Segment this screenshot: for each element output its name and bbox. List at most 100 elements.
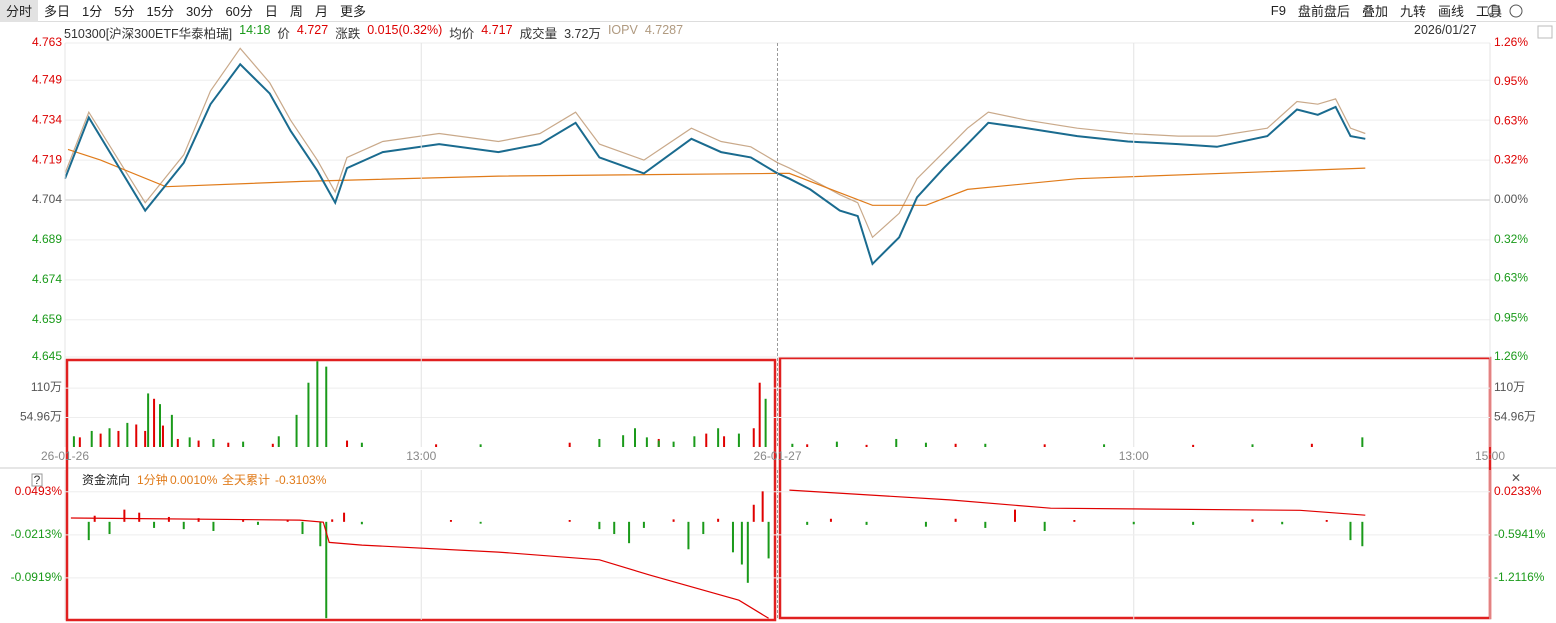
- tool-button[interactable]: 画线: [1437, 4, 1464, 19]
- bar: [924, 442, 927, 447]
- period-tab[interactable]: 5分: [114, 4, 135, 19]
- nav-icon[interactable]: [1509, 4, 1523, 18]
- bar: [435, 444, 438, 447]
- bar: [761, 491, 764, 522]
- iopv: 4.7287: [644, 23, 684, 37]
- tool-button[interactable]: 盘前盘后: [1297, 4, 1350, 19]
- bar: [1325, 520, 1328, 522]
- y-tick-label: 4.719: [32, 152, 62, 166]
- period-tab[interactable]: 月: [314, 4, 328, 19]
- bar: [176, 438, 179, 447]
- period-tab[interactable]: 周: [289, 4, 303, 19]
- bar: [672, 519, 675, 522]
- line: [70, 489, 1366, 619]
- tool-button[interactable]: F9: [1270, 3, 1286, 18]
- bar: [212, 438, 215, 447]
- y2-tick-label: 1.26%: [1494, 349, 1528, 363]
- y-tick-label-right: 110万: [1494, 380, 1525, 394]
- period-tab[interactable]: 日: [264, 4, 278, 19]
- bar: [1043, 521, 1046, 531]
- close-icon[interactable]: ✕: [1511, 471, 1521, 485]
- bar: [1192, 521, 1195, 525]
- bar: [764, 398, 767, 447]
- bar: [791, 443, 794, 447]
- period-tab[interactable]: 30分: [185, 4, 214, 19]
- tool-button[interactable]: 叠加: [1361, 4, 1388, 19]
- settings-icon[interactable]: [1487, 4, 1501, 18]
- period-tab[interactable]: 15分: [146, 4, 174, 19]
- bar: [672, 441, 675, 447]
- bar: [197, 518, 200, 522]
- line: [64, 47, 1366, 239]
- bar: [717, 518, 720, 522]
- period-tab[interactable]: 1分: [82, 4, 103, 19]
- bar: [346, 440, 349, 447]
- bar: [731, 521, 734, 553]
- bar: [1043, 444, 1046, 447]
- tool-button[interactable]: 九转: [1399, 4, 1426, 19]
- bar: [271, 443, 274, 447]
- period-tab[interactable]: 分时: [0, 0, 39, 22]
- bar: [1251, 519, 1254, 522]
- y2-tick-label: 0.00%: [1494, 192, 1528, 206]
- wp-icon[interactable]: [1537, 25, 1553, 39]
- bar: [687, 521, 690, 550]
- bar: [479, 444, 482, 447]
- tool-button[interactable]: 工具: [1475, 4, 1502, 19]
- period-tab[interactable]: 多日: [44, 4, 71, 19]
- bar: [212, 521, 215, 531]
- label: 均价: [449, 27, 475, 41]
- bar: [256, 521, 259, 525]
- bar: [188, 437, 191, 447]
- bar: [319, 521, 322, 547]
- bar: [806, 444, 809, 447]
- bar: [835, 441, 838, 447]
- code: 510300[沪深300ETF华泰柏瑞]: [64, 27, 233, 41]
- y-tick-label: -0.0919%: [11, 570, 63, 584]
- panel-title: 资金流向: [82, 472, 130, 487]
- bar: [984, 521, 987, 528]
- volume: 3.72万: [564, 27, 601, 41]
- bar: [865, 444, 868, 447]
- bar: [153, 521, 156, 528]
- line: [67, 148, 1366, 206]
- bar: [147, 393, 150, 447]
- period-tab[interactable]: 60分: [225, 4, 253, 19]
- bar: [343, 512, 346, 522]
- bar: [613, 521, 616, 535]
- bar: [108, 428, 111, 447]
- y2-tick-label: 0.63%: [1494, 271, 1528, 285]
- bar: [717, 428, 720, 447]
- help-icon[interactable]: [31, 473, 43, 487]
- period-tab[interactable]: 更多: [339, 4, 366, 19]
- toolbar-icons: [1487, 4, 1523, 18]
- avg: 4.717: [481, 23, 513, 37]
- y2-tick-label: -0.5941%: [1494, 527, 1546, 541]
- bar: [331, 519, 334, 522]
- bar: [360, 442, 363, 447]
- label: 价: [277, 27, 290, 41]
- bar: [227, 442, 230, 447]
- bar: [598, 438, 601, 447]
- bar: [242, 519, 245, 522]
- y2-tick-label: 0.0233%: [1494, 484, 1542, 498]
- change: 0.015(0.32%): [367, 23, 443, 37]
- bar: [87, 521, 90, 541]
- date: 2026/01/27: [1414, 23, 1477, 37]
- bar: [645, 437, 648, 447]
- y2-tick-label: 0.95%: [1494, 74, 1528, 88]
- y-tick-label: 4.704: [32, 192, 62, 206]
- highlight-box: [778, 356, 1492, 620]
- bar: [1310, 443, 1313, 447]
- bar: [153, 398, 156, 447]
- bar: [740, 521, 743, 565]
- bar: [90, 430, 93, 447]
- label: 成交量: [519, 27, 558, 41]
- x-tick-label: 13:00: [406, 449, 436, 463]
- bar: [126, 422, 129, 447]
- y-tick-label: 110万: [31, 380, 62, 394]
- annotation: -0.3103%: [275, 473, 327, 487]
- bar: [242, 441, 245, 447]
- y2-tick-label: 0.95%: [1494, 311, 1528, 325]
- period-tabs: 分时 多日 1分 5分 15分 30分 60分日周月更多: [0, 0, 372, 22]
